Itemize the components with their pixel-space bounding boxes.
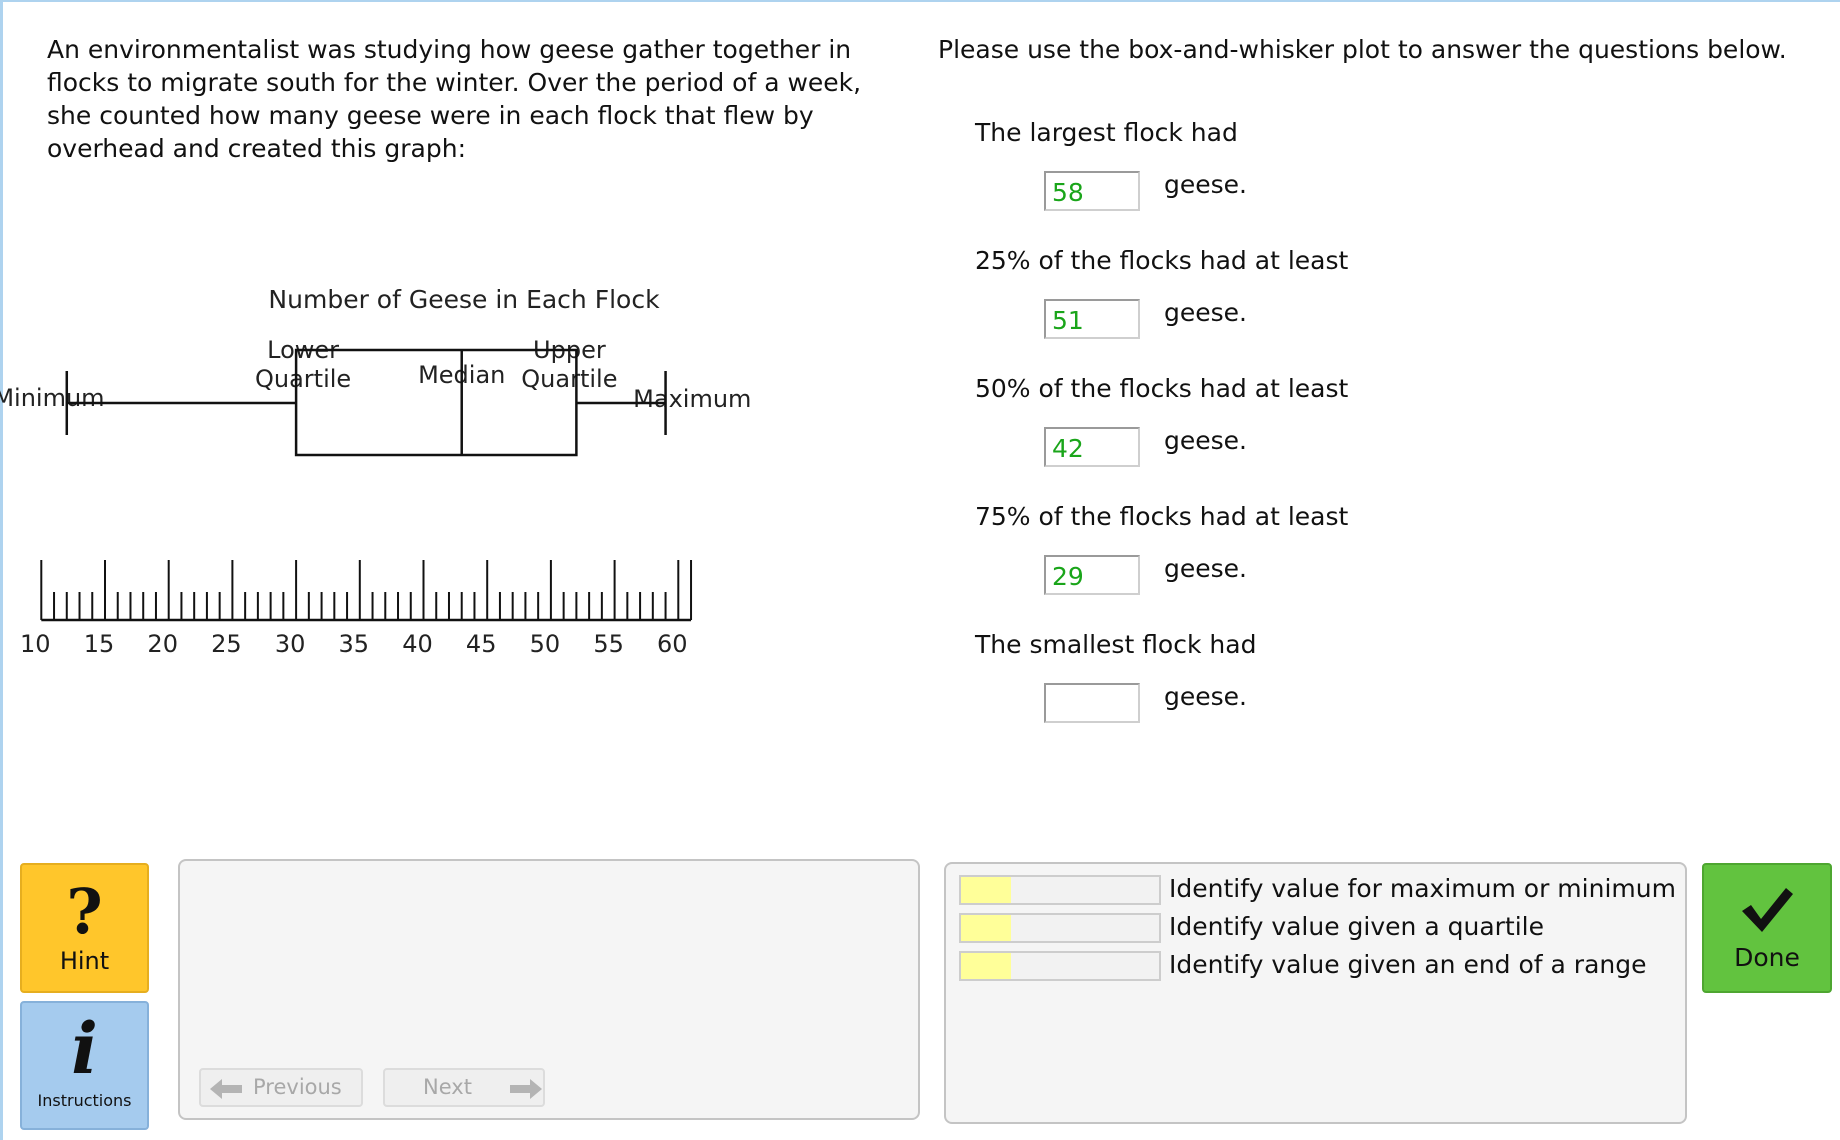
skill-label: Identify value given a quartile bbox=[1169, 912, 1544, 941]
label-line: Quartile bbox=[521, 365, 617, 393]
axis-tick-label: 40 bbox=[402, 630, 433, 658]
skill-label: Identify value given an end of a range bbox=[1169, 950, 1647, 979]
unit-label: geese. bbox=[1164, 170, 1247, 199]
unit-label: geese. bbox=[1164, 682, 1247, 711]
box-plot-chart: Number of Geese in Each Flock Minimum Lo… bbox=[0, 285, 751, 658]
question-text: The largest flock had bbox=[975, 118, 1238, 147]
done-button[interactable]: Done bbox=[1702, 863, 1832, 993]
done-label: Done bbox=[1734, 943, 1800, 972]
question-text: 75% of the flocks had at least bbox=[975, 502, 1349, 531]
label-upper-quartile: Upper Quartile bbox=[521, 336, 617, 393]
previous-label: Previous bbox=[253, 1075, 342, 1099]
hint-label: Hint bbox=[59, 947, 110, 975]
skill-progress-bar bbox=[959, 913, 1161, 943]
instructions-text: Please use the box-and-whisker plot to a… bbox=[938, 35, 1787, 64]
instructions-label: Instructions bbox=[37, 1091, 132, 1110]
checkmark-icon bbox=[1742, 888, 1793, 932]
skill-progress-bar bbox=[959, 951, 1161, 981]
label-line: Quartile bbox=[255, 365, 351, 393]
next-label: Next bbox=[423, 1075, 472, 1099]
unit-label: geese. bbox=[1164, 554, 1247, 583]
question-text: 25% of the flocks had at least bbox=[975, 246, 1349, 275]
arrow-left-icon bbox=[210, 1079, 242, 1099]
window-left-edge bbox=[0, 0, 3, 1140]
label-minimum: Minimum bbox=[0, 384, 105, 412]
skill-progress-fill bbox=[961, 915, 1011, 941]
arrow-right-icon bbox=[510, 1079, 542, 1099]
label-maximum: Maximum bbox=[633, 385, 751, 413]
skill-label: Identify value for maximum or minimum bbox=[1169, 874, 1676, 903]
skill-progress-bar bbox=[959, 875, 1161, 905]
axis-tick-label: 60 bbox=[657, 630, 688, 658]
instructions-button[interactable]: i Instructions bbox=[20, 1001, 149, 1130]
largest-flock-input[interactable] bbox=[1044, 171, 1140, 211]
quartile-75-input[interactable] bbox=[1044, 555, 1140, 595]
label-lower-quartile: Lower Quartile bbox=[255, 336, 351, 393]
window-top-edge bbox=[0, 0, 1840, 2]
question-text: The smallest flock had bbox=[975, 630, 1257, 659]
smallest-flock-input[interactable] bbox=[1044, 683, 1140, 723]
info-icon: i bbox=[71, 1007, 98, 1090]
hint-button[interactable]: ? Hint bbox=[20, 863, 149, 993]
median-input[interactable] bbox=[1044, 427, 1140, 467]
axis-tick-label: 45 bbox=[466, 630, 497, 658]
axis-tick-label: 35 bbox=[339, 630, 370, 658]
skill-progress-fill bbox=[961, 953, 1011, 979]
chart-title: Number of Geese in Each Flock bbox=[268, 285, 660, 314]
axis-tick-label: 20 bbox=[147, 630, 178, 658]
axis-tick-label: 55 bbox=[593, 630, 624, 658]
axis-tick-label: 15 bbox=[84, 630, 115, 658]
next-button[interactable]: Next bbox=[383, 1068, 545, 1107]
question-mark-icon: ? bbox=[66, 875, 103, 948]
unit-label: geese. bbox=[1164, 426, 1247, 455]
previous-button[interactable]: Previous bbox=[199, 1068, 363, 1107]
axis-tick-label: 50 bbox=[530, 630, 561, 658]
skills-panel: Identify value for maximum or minimum Id… bbox=[944, 862, 1687, 1124]
unit-label: geese. bbox=[1164, 298, 1247, 327]
axis-tick-label: 10 bbox=[20, 630, 51, 658]
question-text: 50% of the flocks had at least bbox=[975, 374, 1349, 403]
quartile-25-input[interactable] bbox=[1044, 299, 1140, 339]
axis-tick-label: 30 bbox=[275, 630, 306, 658]
axis-tick-label: 25 bbox=[211, 630, 242, 658]
problem-statement: An environmentalist was studying how gee… bbox=[47, 35, 862, 163]
skill-progress-fill bbox=[961, 877, 1011, 903]
